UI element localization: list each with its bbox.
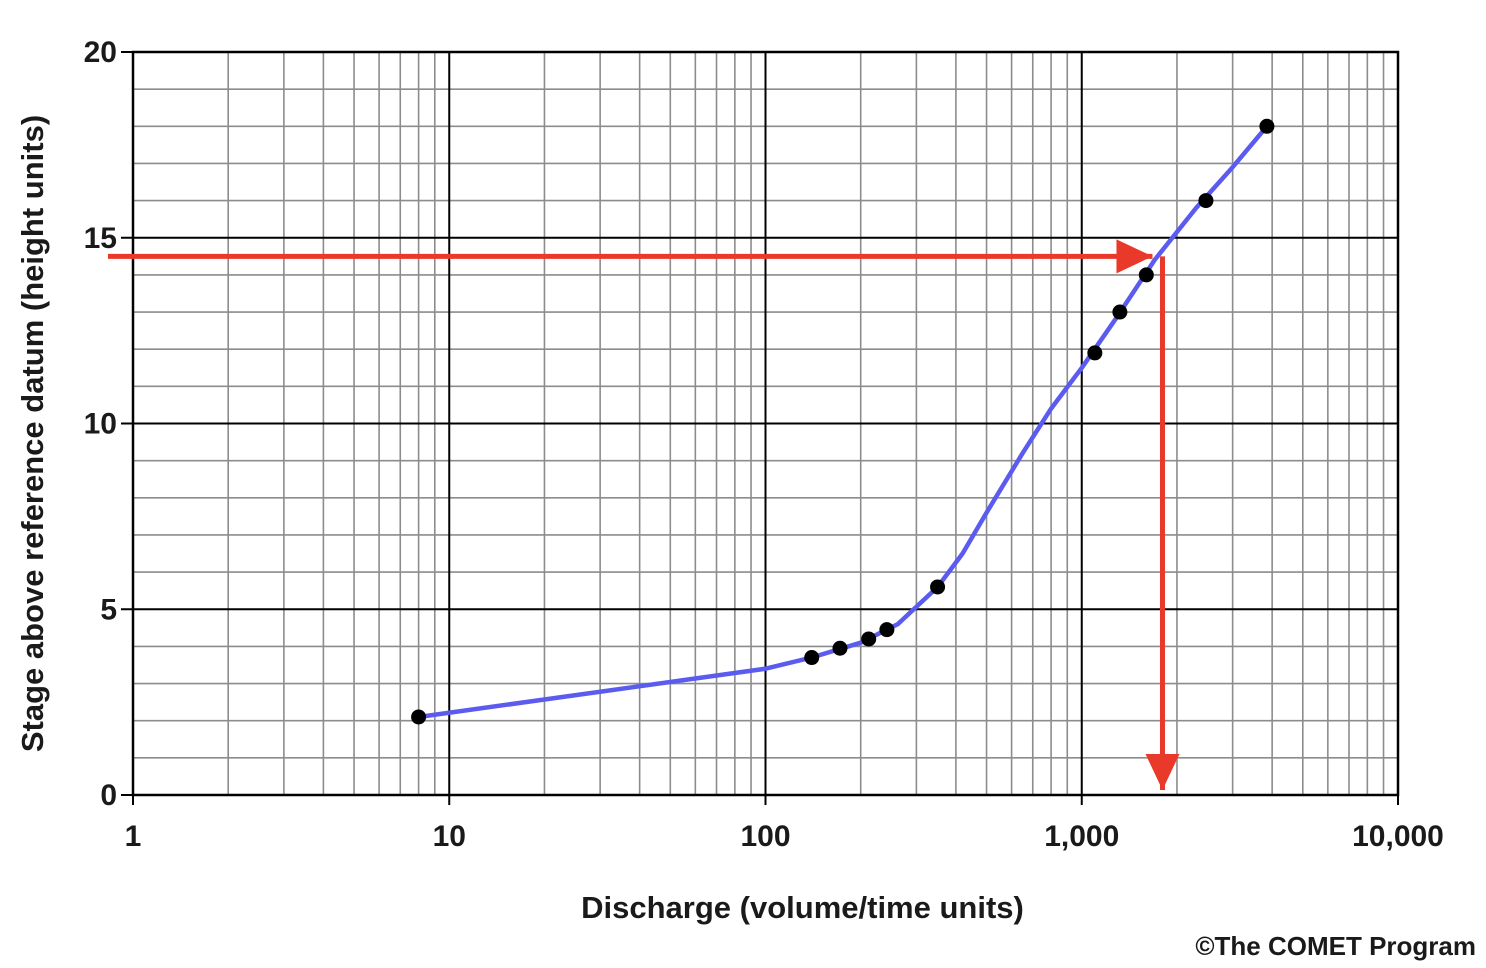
measurement-point (1198, 193, 1214, 209)
y-tick-label: 10 (84, 408, 117, 441)
measurement-point (879, 622, 895, 638)
measurement-point (861, 631, 877, 647)
series-layer (411, 118, 1275, 725)
x-axis-label: Discharge (volume/time units) (581, 890, 1024, 925)
y-tick-label: 0 (100, 779, 117, 812)
measurement-point (832, 640, 848, 656)
rating-curve-line (416, 124, 1270, 720)
y-tick-label: 20 (84, 36, 117, 69)
copyright-credit: ©The COMET Program (1195, 931, 1476, 961)
x-tick-label: 1,000 (1044, 820, 1119, 853)
measurement-point (930, 579, 946, 595)
y-axis-ticks: 0 5 10 15 20 (84, 36, 133, 812)
x-tick-label: 10,000 (1352, 820, 1444, 853)
x-axis-ticks: 1 10 100 1,000 10,000 (125, 795, 1444, 853)
y-tick-label: 15 (84, 222, 117, 255)
measurement-point (1259, 118, 1275, 134)
measurement-point (804, 650, 820, 666)
y-tick-label: 5 (100, 593, 117, 626)
red-arrowhead (1116, 239, 1153, 274)
measurement-point (1087, 345, 1103, 361)
x-tick-label: 100 (740, 820, 790, 853)
measurement-point (1138, 267, 1154, 283)
red-arrowhead (1145, 754, 1180, 790)
annotation-layer (108, 239, 1180, 790)
measurement-point (1112, 304, 1128, 320)
x-tick-label: 10 (433, 820, 466, 853)
x-tick-label: 1 (125, 820, 142, 853)
measurement-point (411, 709, 427, 725)
y-axis-label: Stage above reference datum (height unit… (15, 115, 50, 752)
